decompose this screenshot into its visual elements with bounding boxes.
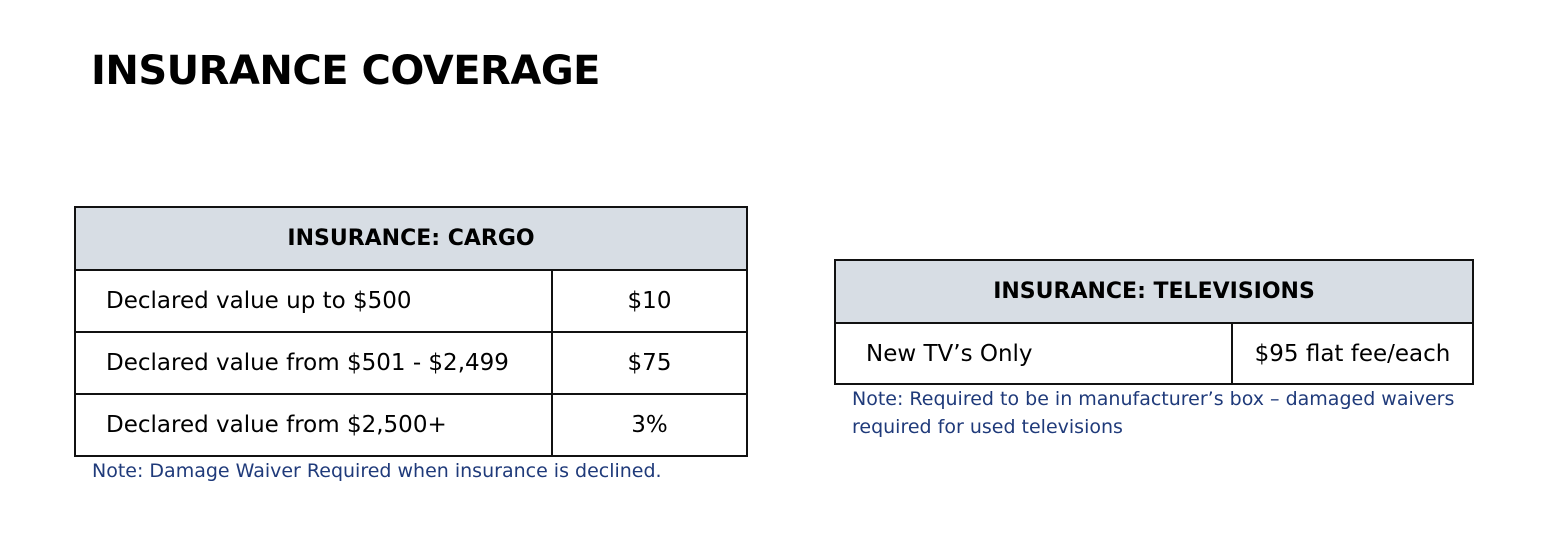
cargo-note: Note: Damage Waiver Required when insura…: [92, 460, 662, 482]
tv-row-value: $95 flat fee/each: [1230, 322, 1475, 385]
cargo-row-label: Declared value from $2,500+: [74, 393, 553, 457]
tv-note: Note: Required to be in manufacturer’s b…: [852, 388, 1455, 438]
page-title-text: INSURANCE COVERAGE: [91, 48, 600, 94]
page-title: INSURANCE COVERAGE: [91, 40, 600, 100]
cargo-header-row: INSURANCE: CARGO: [73, 206, 749, 271]
cargo-insurance-table: INSURANCE: CARGO Declared value up to $5…: [73, 206, 749, 457]
cargo-row-label: Declared value from $501 - $2,499: [74, 331, 553, 395]
television-insurance-table: INSURANCE: TELEVISIONS New TV’s Only $95…: [833, 259, 1475, 385]
cargo-row-value: $75: [550, 331, 749, 395]
table-row: Declared value up to $500 $10: [74, 269, 749, 333]
cargo-table-header: INSURANCE: CARGO: [73, 206, 749, 271]
cargo-row-value: 3%: [550, 393, 749, 457]
table-row: Declared value from $2,500+ 3%: [74, 393, 749, 457]
tv-header-row: INSURANCE: TELEVISIONS: [833, 259, 1475, 324]
table-row: New TV’s Only $95 flat fee/each: [834, 322, 1475, 385]
tv-row-label: New TV’s Only: [834, 322, 1233, 385]
tv-table-header: INSURANCE: TELEVISIONS: [833, 259, 1475, 324]
table-row: Declared value from $501 - $2,499 $75: [74, 331, 749, 395]
cargo-row-label: Declared value up to $500: [74, 269, 553, 333]
cargo-row-value: $10: [550, 269, 749, 333]
